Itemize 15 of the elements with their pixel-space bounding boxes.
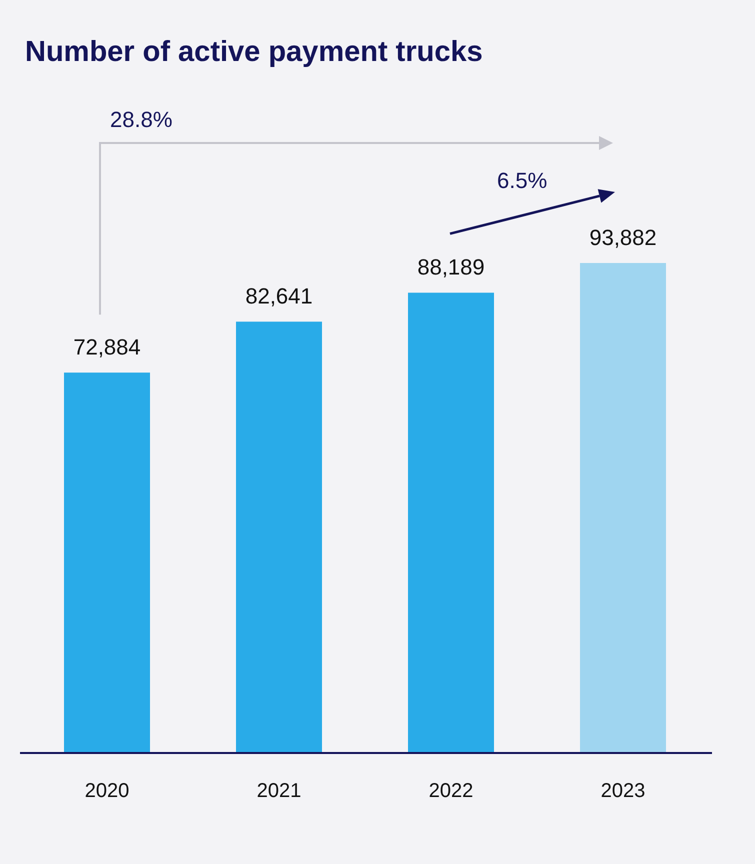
text: 6.5%: [497, 168, 548, 193]
bar: [580, 263, 666, 753]
data-label: 72,884: [73, 334, 141, 360]
x-tick-label: 2021: [256, 780, 302, 802]
data-label: 93,882: [589, 225, 657, 250]
data-label: 88,189: [417, 254, 485, 280]
x-tick-label: 2020: [84, 780, 130, 802]
x-tick-label: 2023: [600, 780, 646, 802]
bar: [236, 322, 322, 753]
bar: [64, 372, 150, 753]
text: 28.8%: [110, 107, 172, 132]
chart-title: Number of active payment trucks: [25, 36, 483, 68]
data-label: 82,641: [245, 284, 313, 309]
bar: [408, 292, 494, 753]
x-tick-label: 2022: [428, 780, 474, 802]
